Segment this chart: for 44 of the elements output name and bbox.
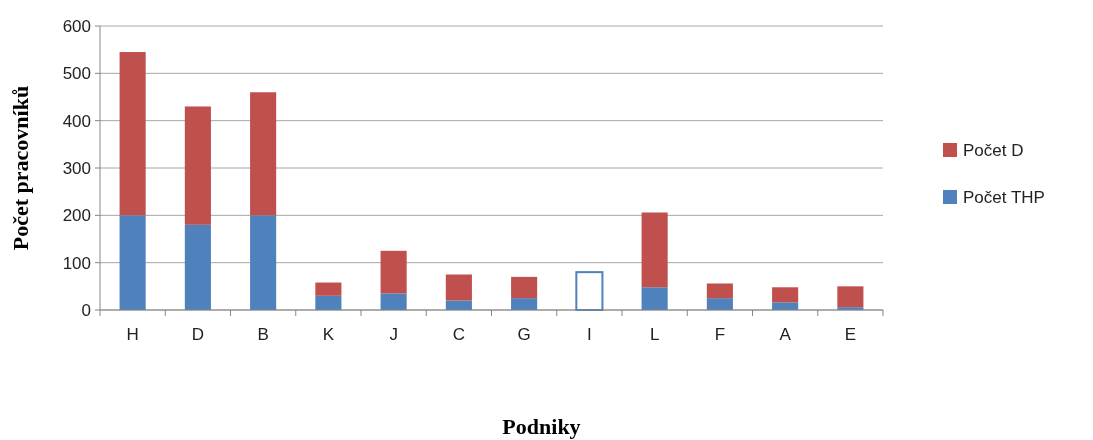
legend-label: Počet THP [963,187,1045,207]
bar [380,250,407,294]
bar [250,215,277,310]
x-tick-label: C [452,325,466,344]
y-axis-title: Počet pracovníků [8,85,33,251]
bar [575,271,604,311]
x-tick-label: I [587,325,592,344]
bar [250,92,277,216]
bar [706,298,733,310]
y-tick-label: 0 [81,300,91,320]
y-tick-label: 500 [62,64,91,84]
bar [641,287,668,310]
x-tick-label: L [649,325,660,344]
bar [641,212,668,288]
y-tick-label: 600 [62,16,91,36]
bar [511,276,538,299]
x-tick-label: E [844,325,857,344]
legend-label: Počet D [963,140,1024,160]
y-tick-label: 100 [62,253,91,273]
y-tick-label: 200 [62,206,91,226]
bar [772,302,799,310]
bar [315,282,342,296]
bar [511,298,538,310]
x-tick-label: K [322,325,335,344]
x-tick-label: A [779,325,792,344]
x-tick-label: J [389,325,398,344]
bar [119,52,146,216]
x-tick-label: B [257,325,269,344]
x-tick-label: F [714,325,726,344]
x-tick-label: G [517,325,531,344]
bar [772,287,799,303]
x-tick-label: D [191,325,205,344]
bar [315,295,342,310]
bar [380,293,407,310]
x-axis-title: Podniky [502,414,581,439]
bar [184,106,211,225]
x-tick-label: H [126,325,139,344]
y-tick-label: 400 [62,111,91,131]
bar [837,286,864,308]
bar [184,224,211,310]
y-tick-label: 300 [62,158,91,178]
bar [706,283,733,299]
bar [445,274,472,301]
bar [119,215,146,310]
